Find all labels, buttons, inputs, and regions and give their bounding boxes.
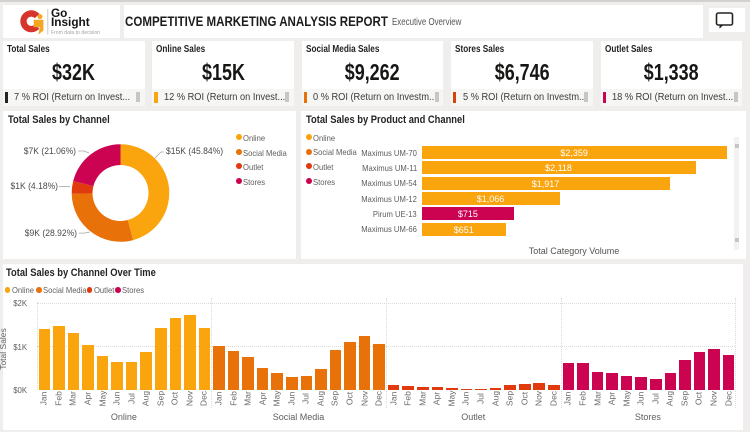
svg-text:Insight: Insight [51, 15, 90, 29]
svg-text:From data to decision: From data to decision [51, 30, 100, 36]
svg-text:Go: Go [51, 6, 67, 20]
